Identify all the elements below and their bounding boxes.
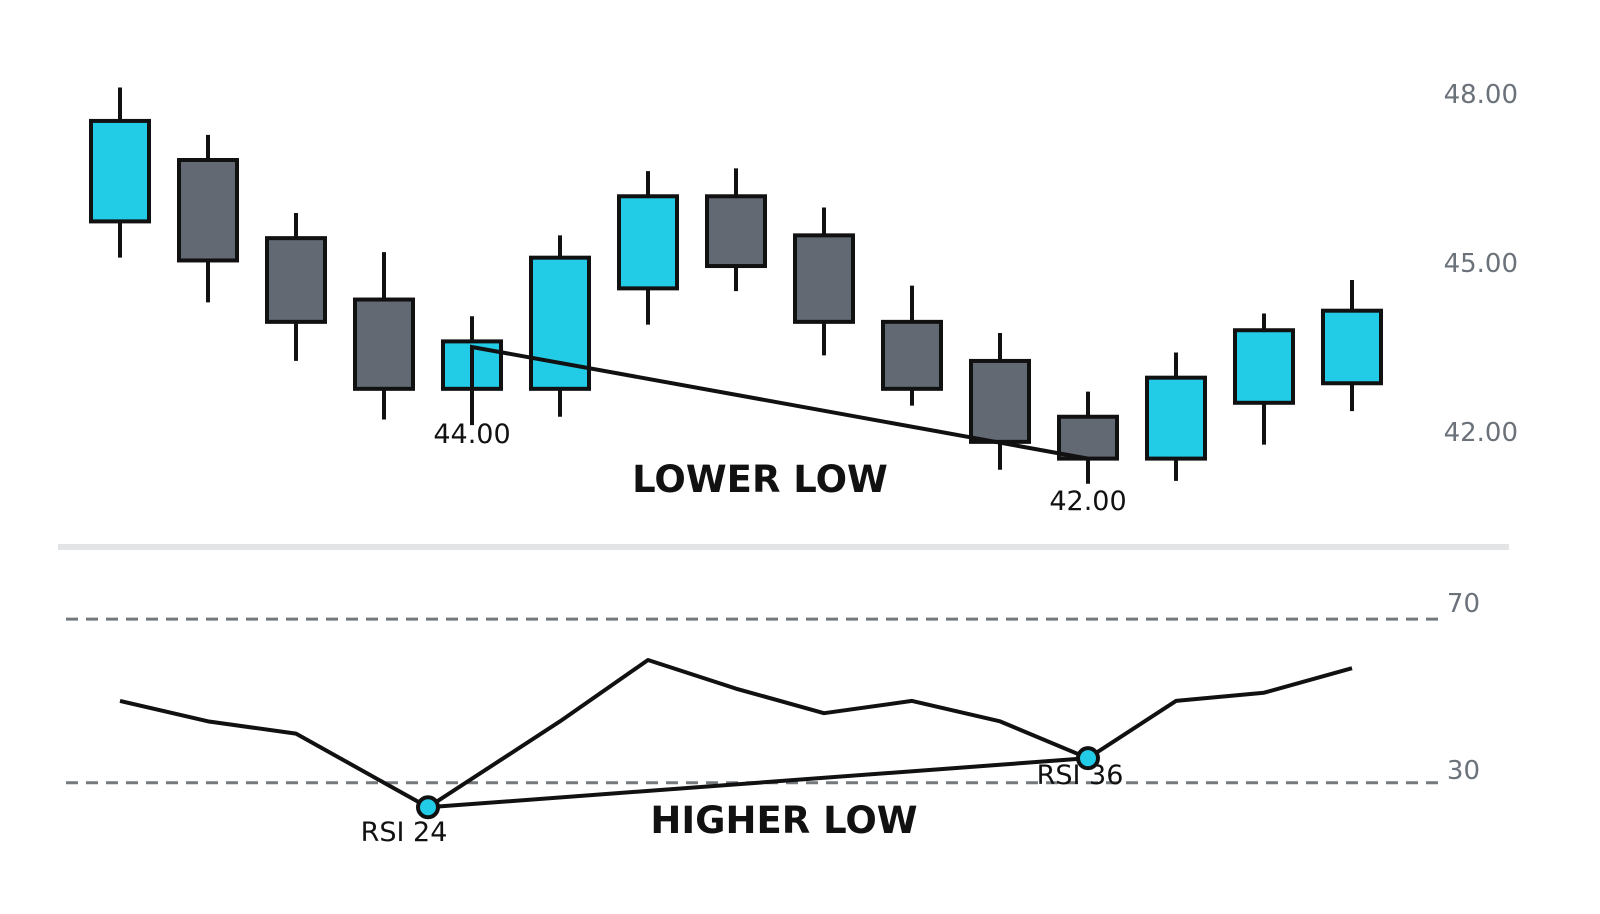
candle-body xyxy=(617,194,679,291)
candle-body xyxy=(1233,328,1295,405)
candle-body xyxy=(1321,308,1383,386)
rsi-divergence-points xyxy=(416,746,1100,820)
candle-body xyxy=(529,255,591,391)
higher-low-trendline xyxy=(427,756,1089,810)
price-tick-label: 48.00 xyxy=(1444,80,1518,110)
panel-divider xyxy=(58,544,1509,550)
lower-low-caption: LOWER LOW xyxy=(632,458,888,501)
rsi-point-marker xyxy=(416,795,440,820)
price-tick-label: 45.00 xyxy=(1444,249,1518,279)
second-low-price-label: 42.00 xyxy=(1049,486,1126,517)
candle-body xyxy=(1057,414,1119,461)
price-tick-label: 42.00 xyxy=(1444,418,1518,448)
candle-body xyxy=(265,236,327,324)
rsi-panel: 70 30 RSI 24 RSI 36 HIGHER LOW xyxy=(66,589,1480,848)
candle-body xyxy=(177,158,239,263)
higher-low-caption: HIGHER LOW xyxy=(650,799,917,842)
lower-low-line xyxy=(470,344,1089,461)
rsi-line xyxy=(119,658,1353,810)
rsi-series-line xyxy=(119,658,1353,810)
rsi-first-point-label: RSI 24 xyxy=(361,817,448,848)
candle-body xyxy=(1145,375,1207,461)
candle-body xyxy=(793,233,855,324)
rsi-tick-label: 70 xyxy=(1447,589,1480,619)
candle-body xyxy=(89,118,151,224)
candle-body xyxy=(705,194,767,269)
rsi-point-marker xyxy=(1076,746,1100,771)
candle-body xyxy=(969,358,1031,444)
candlestick-series xyxy=(89,87,1383,484)
first-low-price-label: 44.00 xyxy=(433,419,510,450)
rsi-level-lines xyxy=(66,617,1440,785)
rsi-tick-label: 30 xyxy=(1447,756,1480,786)
higher-low-line xyxy=(427,756,1089,810)
candle-body xyxy=(353,297,415,391)
candle-body xyxy=(881,319,943,391)
price-panel: 48.00 45.00 42.00 44.00 42.00 LOWER LOW xyxy=(89,80,1518,517)
price-axis: 48.00 45.00 42.00 xyxy=(1444,80,1518,448)
lower-low-trendline xyxy=(470,344,1089,461)
rsi-second-point-label: RSI 36 xyxy=(1037,760,1124,791)
